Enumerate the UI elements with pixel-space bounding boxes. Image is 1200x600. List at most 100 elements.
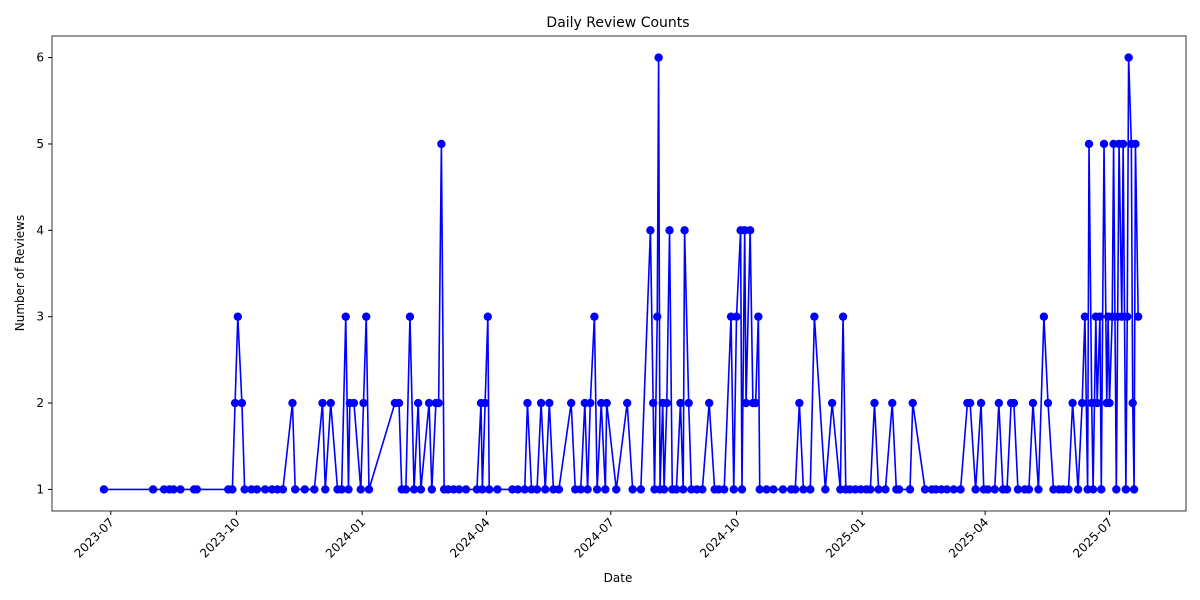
x-axis-label: Date xyxy=(604,571,633,585)
marker xyxy=(827,398,837,408)
marker xyxy=(237,398,247,408)
marker xyxy=(590,312,599,321)
marker xyxy=(894,485,904,494)
marker xyxy=(233,312,243,321)
marker xyxy=(684,398,693,408)
plot-frame xyxy=(51,35,1187,512)
marker xyxy=(416,485,426,494)
marker xyxy=(622,398,632,408)
marker xyxy=(401,485,411,494)
marker xyxy=(602,398,611,408)
marker xyxy=(1095,312,1105,321)
marker xyxy=(1099,139,1109,149)
marker xyxy=(99,485,109,494)
marker xyxy=(704,398,714,408)
marker xyxy=(754,312,763,321)
marker xyxy=(483,312,493,321)
marker xyxy=(905,485,915,494)
marker xyxy=(994,398,1004,408)
marker xyxy=(252,485,262,494)
marker xyxy=(1073,485,1083,494)
marker xyxy=(821,485,830,494)
marker xyxy=(679,485,688,494)
marker xyxy=(349,398,359,408)
marker xyxy=(405,312,415,321)
marker xyxy=(454,485,464,494)
marker xyxy=(908,398,917,408)
marker xyxy=(1064,485,1073,494)
marker xyxy=(949,485,958,494)
marker xyxy=(520,485,529,494)
marker xyxy=(554,485,564,494)
marker xyxy=(326,398,335,408)
marker xyxy=(1128,398,1137,408)
marker xyxy=(737,485,747,494)
marker xyxy=(176,485,185,494)
marker xyxy=(148,485,158,494)
marker xyxy=(545,398,554,408)
y-tick-label: 4 xyxy=(36,223,44,237)
marker xyxy=(493,485,502,494)
marker xyxy=(874,485,883,494)
marker xyxy=(344,485,353,494)
marker xyxy=(1131,139,1140,149)
marker xyxy=(228,485,237,494)
marker xyxy=(729,485,738,494)
y-tick-label: 6 xyxy=(36,51,44,65)
marker xyxy=(866,485,875,494)
marker xyxy=(427,485,437,494)
marker xyxy=(1028,398,1038,408)
marker xyxy=(1068,398,1077,408)
marker xyxy=(665,226,674,235)
marker xyxy=(654,53,663,62)
marker xyxy=(762,485,771,494)
marker xyxy=(576,485,585,494)
marker xyxy=(1118,139,1128,149)
marker xyxy=(480,398,490,408)
marker xyxy=(437,139,446,149)
marker xyxy=(461,485,471,494)
marker xyxy=(541,485,550,494)
marker xyxy=(169,485,178,494)
marker xyxy=(1034,485,1043,494)
marker xyxy=(870,398,879,408)
marker xyxy=(192,485,202,494)
marker xyxy=(1092,398,1102,408)
marker xyxy=(659,485,669,494)
marker xyxy=(1124,53,1133,62)
marker xyxy=(942,485,952,494)
marker xyxy=(230,398,240,408)
y-tick-label: 2 xyxy=(36,396,44,410)
marker xyxy=(485,485,494,494)
marker xyxy=(791,485,800,494)
marker xyxy=(810,312,819,321)
y-axis-label: Number of Reviews xyxy=(13,215,27,331)
marker xyxy=(881,485,890,494)
marker xyxy=(612,485,621,494)
marker xyxy=(732,312,741,321)
marker xyxy=(1002,485,1012,494)
marker xyxy=(965,398,975,408)
marker xyxy=(1133,312,1143,321)
marker xyxy=(290,485,300,494)
marker xyxy=(478,485,487,494)
marker xyxy=(1009,398,1019,408)
marker xyxy=(566,398,576,408)
marker xyxy=(240,485,249,494)
marker xyxy=(976,398,986,408)
marker xyxy=(288,398,297,408)
y-tick-label: 3 xyxy=(36,310,44,324)
marker xyxy=(646,226,655,235)
marker xyxy=(278,485,288,494)
marker xyxy=(769,485,778,494)
marker xyxy=(601,485,610,494)
marker xyxy=(1013,485,1023,494)
marker xyxy=(653,312,662,321)
y-tick-label: 1 xyxy=(36,482,44,496)
marker xyxy=(1088,485,1098,494)
marker xyxy=(888,398,897,408)
marker xyxy=(983,485,993,494)
marker xyxy=(1105,398,1114,408)
